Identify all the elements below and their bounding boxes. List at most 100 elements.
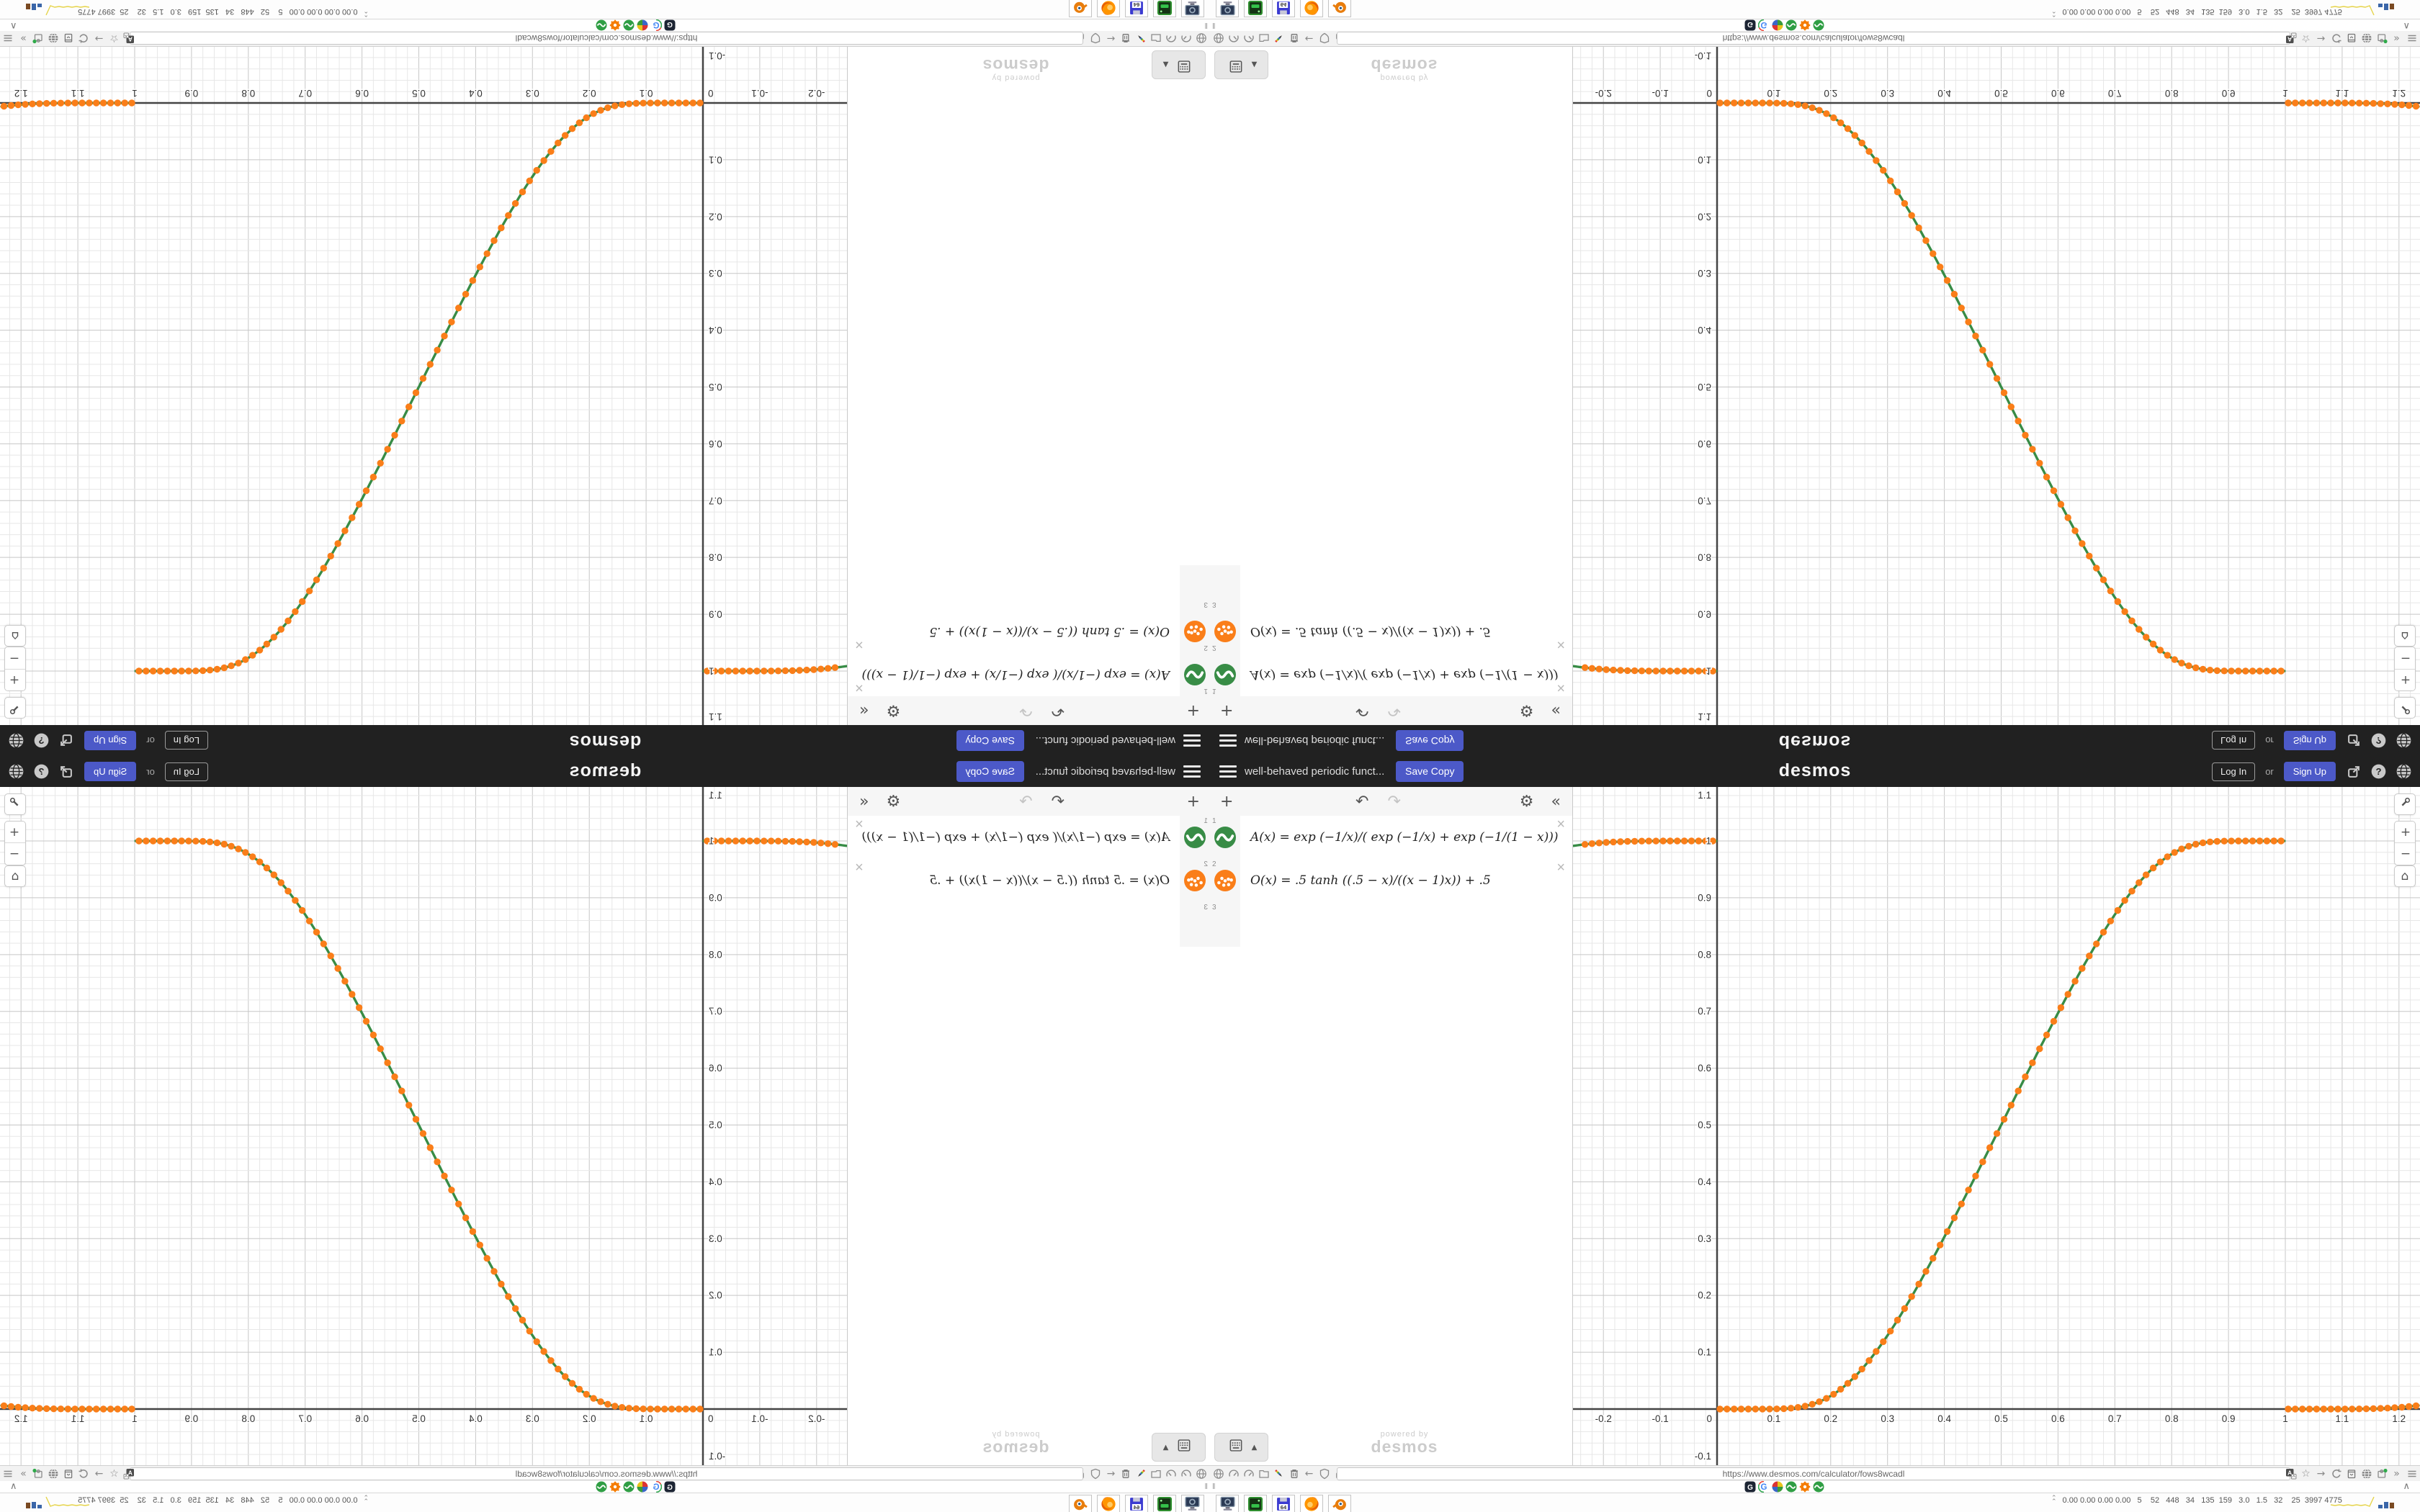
expression-row-empty[interactable]: 3 [848, 565, 1210, 610]
language-globe-icon[interactable] [2396, 764, 2411, 779]
star-icon[interactable]: ☆ [2301, 32, 2311, 45]
desmos-wave-icon[interactable] [596, 19, 607, 31]
floppy-64-icon[interactable]: 64 [1125, 0, 1148, 17]
expression-row[interactable]: 1 A(x) = exp (−1/x)/( exp (−1/x) + exp (… [848, 652, 1210, 696]
url-bar[interactable]: https://www.desmos.com/calculator/fows8w… [130, 32, 1083, 45]
graph-paper[interactable]: -0.2 -0.1 0 0.1 0.2 0.3 0.4 0.5 0.6 0.7 0.8 0.9 1 1.1… [1572, 787, 2420, 1465]
globe-solid-icon[interactable] [2360, 32, 2372, 45]
google-g-icon[interactable]: G [1757, 19, 1770, 32]
graph-settings-wrench-button[interactable] [2394, 697, 2416, 719]
graph-settings-wrench-button[interactable] [2394, 793, 2416, 815]
zoom-in-button[interactable]: + [2395, 822, 2415, 843]
blender-icon[interactable] [1069, 1495, 1092, 1512]
graph-settings-wrench-button[interactable] [4, 793, 26, 815]
blender-icon[interactable] [1069, 0, 1092, 17]
desmos-logo[interactable]: desmos [1778, 732, 1852, 752]
list-settings-button[interactable]: ⚙ [1515, 702, 1538, 720]
star-icon[interactable]: ☆ [109, 32, 119, 45]
log-in-button[interactable]: Log In [164, 731, 208, 750]
firefox-icon[interactable] [1300, 0, 1323, 17]
arrow-left-icon[interactable]: ← [1304, 1467, 1314, 1480]
globe-icon[interactable] [1196, 32, 1208, 45]
default-viewport-home-button[interactable]: ⌂ [2394, 865, 2416, 887]
menu-icon[interactable] [2, 32, 14, 45]
collapse-panel-button[interactable]: « [1547, 793, 1565, 811]
arrow-right-icon[interactable]: → [94, 32, 104, 45]
desmos-logo[interactable]: desmos [568, 732, 642, 752]
menu-icon[interactable] [2406, 32, 2418, 45]
drag-grip-icon[interactable]: ‖ [1212, 1482, 1217, 1491]
gauge-icon[interactable] [1180, 1467, 1193, 1480]
translate-icon[interactable]: A [123, 32, 135, 45]
gauge-icon[interactable] [1242, 1467, 1255, 1480]
shield-icon[interactable] [1318, 32, 1330, 45]
floppy-64-icon[interactable]: 64 [1125, 1495, 1148, 1512]
archive-icon[interactable] [63, 32, 75, 45]
share-icon[interactable] [2346, 764, 2361, 779]
share-icon[interactable] [59, 733, 74, 748]
redo-button[interactable]: ↷ [1015, 702, 1036, 720]
chevrons-icon[interactable]: » [20, 32, 27, 45]
shield-icon[interactable] [1090, 1467, 1102, 1480]
floppy-64-icon[interactable]: 64 [1272, 0, 1295, 17]
dark-g-icon[interactable]: G [1744, 1481, 1756, 1493]
translate-icon[interactable]: A [123, 1467, 135, 1480]
desmos-wave-icon[interactable] [1813, 1481, 1824, 1493]
plot-style-icon-orange-dots[interactable] [1214, 870, 1236, 891]
folder-icon[interactable] [1150, 1467, 1162, 1480]
gauge-icon[interactable] [1165, 32, 1178, 45]
zoom-out-button[interactable]: − [4, 843, 25, 865]
trash-icon[interactable] [1120, 1467, 1132, 1480]
expression-row-empty[interactable]: 3 [848, 902, 1210, 947]
url-bar[interactable]: https://www.desmos.com/calculator/fows8w… [1337, 1467, 2290, 1480]
screenshot-tool-icon[interactable] [1181, 0, 1204, 17]
firefox-icon[interactable] [1300, 1495, 1323, 1512]
show-keypad-button[interactable]: ▲ [1152, 50, 1206, 79]
share-icon[interactable] [59, 764, 74, 779]
dark-g-icon[interactable]: G [664, 1481, 676, 1493]
firefox-icon[interactable] [1097, 0, 1120, 17]
desmos-wave-icon[interactable] [623, 1481, 635, 1493]
graph-title[interactable]: well-behaved periodic funct... [1245, 765, 1385, 778]
gauge-icon[interactable] [1180, 32, 1193, 45]
folder-icon[interactable] [1258, 32, 1270, 45]
desmos-wave-icon[interactable] [623, 19, 635, 31]
url-bar[interactable]: https://www.desmos.com/calculator/fows8w… [1337, 32, 2290, 45]
zoom-out-button[interactable]: − [2395, 647, 2416, 669]
show-keypad-button[interactable]: ▲ [1214, 1433, 1268, 1462]
plot-style-icon-green-wave[interactable] [1214, 664, 1236, 685]
dark-g-icon[interactable]: G [664, 19, 676, 31]
menu-icon[interactable] [1219, 734, 1237, 747]
star-icon[interactable]: ☆ [109, 1467, 119, 1480]
menu-icon[interactable] [2406, 1467, 2418, 1480]
zoom-in-button[interactable]: + [4, 669, 25, 690]
close-icon[interactable]: × [855, 636, 864, 652]
undo-button[interactable]: ↶ [1047, 702, 1069, 720]
list-settings-button[interactable]: ⚙ [882, 793, 905, 811]
graph-title[interactable]: well-behaved periodic funct... [1245, 734, 1385, 747]
plot-style-icon-green-wave[interactable] [1184, 827, 1206, 848]
marker-icon[interactable] [1135, 1467, 1147, 1480]
google-g-icon[interactable]: G [1757, 1480, 1770, 1493]
share-icon[interactable] [2346, 733, 2361, 748]
desmos-wave-icon[interactable] [1813, 19, 1824, 31]
orange-gear-icon[interactable] [609, 1481, 621, 1493]
color-wheel-icon[interactable] [637, 1481, 648, 1493]
list-settings-button[interactable]: ⚙ [1515, 793, 1538, 811]
expression-formula[interactable]: O(x) = .5 tanh ((.5 − x)/((x − 1)x)) + .… [929, 624, 1170, 639]
expression-formula[interactable]: A(x) = exp (−1/x)/( exp (−1/x) + exp (−1… [861, 667, 1170, 682]
close-icon[interactable]: × [855, 816, 864, 832]
default-viewport-home-button[interactable]: ⌂ [4, 865, 26, 887]
plot-style-icon-orange-dots[interactable] [1184, 621, 1206, 642]
add-expression-button[interactable]: + [1216, 702, 1237, 720]
add-expression-button[interactable]: + [1183, 793, 1204, 811]
plot-style-icon-green-wave[interactable] [1184, 664, 1206, 685]
close-icon[interactable]: × [855, 860, 864, 876]
dark-g-icon[interactable]: G [1744, 19, 1756, 31]
collapse-strip-icon[interactable]: ∧ [10, 20, 17, 31]
marker-icon[interactable] [1135, 32, 1147, 45]
green-drive-icon[interactable] [1244, 1495, 1267, 1512]
gauge-icon[interactable] [1227, 1467, 1240, 1480]
screenshot-tool-icon[interactable] [1181, 1495, 1204, 1512]
globe-solid-icon[interactable] [48, 1467, 60, 1480]
